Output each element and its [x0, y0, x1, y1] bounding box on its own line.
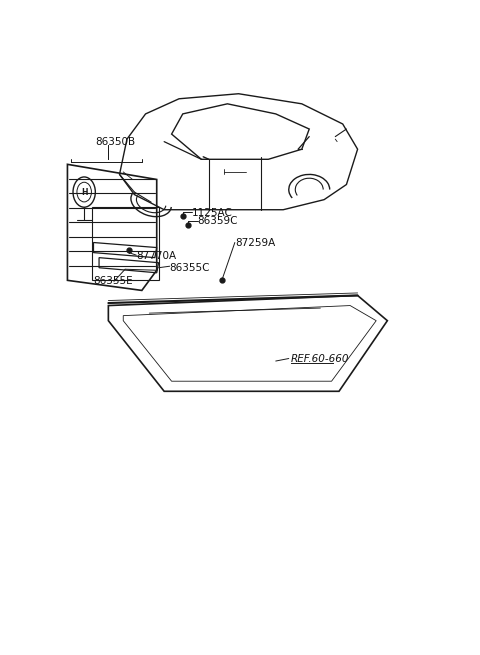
Text: 87259A: 87259A: [235, 238, 275, 248]
Text: H: H: [81, 187, 87, 196]
Text: 87770A: 87770A: [136, 251, 176, 261]
Text: 86355E: 86355E: [94, 276, 133, 286]
Bar: [92, 207, 158, 280]
Text: 86350B: 86350B: [96, 137, 135, 147]
Text: 86359C: 86359C: [198, 216, 238, 226]
Text: 86355C: 86355C: [170, 263, 210, 272]
Text: REF.60-660: REF.60-660: [290, 354, 349, 364]
Text: 1125AC: 1125AC: [192, 208, 233, 218]
